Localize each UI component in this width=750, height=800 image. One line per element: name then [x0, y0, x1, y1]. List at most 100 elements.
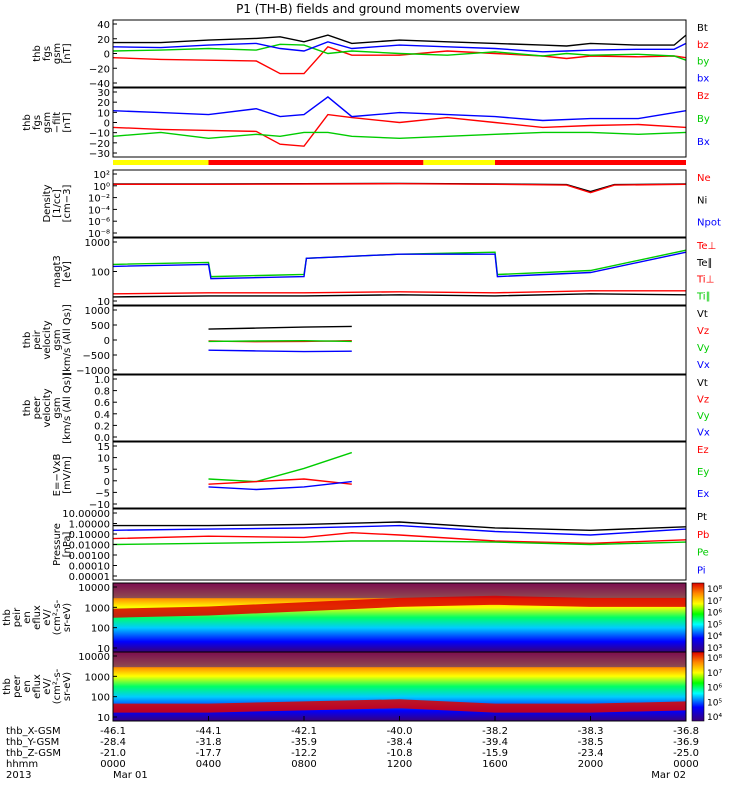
y-tick-label: 0.00001 [69, 572, 110, 583]
position-value: -15.9 [482, 748, 508, 759]
y-axis-label-line: thb [22, 400, 33, 417]
y-tick-label: 0.00100 [69, 551, 110, 562]
y-axis-label-line: (cm²-s- [52, 668, 63, 704]
position-value: -25.0 [673, 748, 699, 759]
y-tick-label: −20 [89, 64, 110, 75]
y-axis-label-line: thb [22, 114, 33, 131]
legend-bz: bz [697, 40, 709, 51]
series-vt-line [208, 325, 352, 330]
y-axis-label: thbpeerenefluxeV/(cm²-s-sr-eV) [2, 668, 73, 704]
time-tick-label: 1600 [482, 759, 507, 770]
colorbar-tick-label: 10⁴ [707, 713, 722, 723]
spectrogram-peak-ridge [113, 699, 687, 713]
colorbar-tick-label: 10⁴ [707, 632, 722, 642]
y-tick-label: 0 [104, 336, 110, 347]
series-pi-line [112, 524, 687, 536]
legend-bt: Bt [697, 23, 708, 34]
time-tick-label: 0400 [196, 759, 221, 770]
state-bar-segment [208, 160, 424, 165]
y-tick-label: −5 [95, 488, 110, 499]
y-axis-label: Pressure[nPa] [52, 523, 73, 566]
legend-ex: Ex [697, 489, 709, 500]
series-bz-line [112, 45, 687, 75]
y-axis-label-line: eV/ [42, 609, 53, 626]
y-axis-label-line: en [22, 611, 33, 624]
y-axis-label-line: peer [12, 674, 23, 698]
legend-vt: Vt [697, 378, 708, 389]
position-value: -38.5 [578, 737, 604, 748]
y-axis-label-line: magt3 [52, 255, 63, 288]
y-tick-label: 0.01000 [69, 541, 110, 552]
series-ex-line [208, 480, 352, 491]
y-tick-label: 500 [91, 321, 110, 332]
y-axis-label: thbpeirvelocitygsm[km/s (All Qs)] [22, 304, 73, 376]
position-value: -38.4 [387, 737, 413, 748]
y-tick-label: −40 [89, 79, 110, 90]
y-axis-label-line: eV/ [42, 678, 53, 695]
y-tick-label: 0.0 [94, 433, 110, 444]
y-axis-label-line: gsm [52, 329, 63, 350]
legend-ti∥: Ti∥ [696, 291, 711, 302]
state-bar-segment [495, 160, 686, 165]
position-value: -40.0 [387, 726, 413, 737]
y-axis-label-line: Density [42, 184, 53, 222]
time-tick-label: 0000 [100, 759, 125, 770]
legend-vz: Vz [697, 395, 709, 406]
series-te∥-line [112, 293, 687, 298]
spectrogram-peak-ridge [112, 595, 686, 618]
position-value: -23.4 [578, 748, 604, 759]
time-axis-row-label: hhmm [6, 759, 38, 770]
state-bar-segment [113, 160, 209, 165]
y-axis-label-line: [km/s (All Qs)] [62, 372, 73, 444]
legend-pb: Pb [697, 530, 709, 541]
colorbar-tick-label: 10³ [707, 644, 722, 654]
series-by-line [112, 43, 687, 61]
y-axis-label-line: eflux [32, 674, 43, 699]
time-tick-label: 1200 [387, 759, 412, 770]
y-tick-label: −10 [89, 500, 110, 511]
position-value: -31.8 [196, 737, 222, 748]
series-vx-line [208, 349, 352, 353]
series-bx-line [112, 41, 687, 53]
position-value: -10.8 [387, 748, 413, 759]
panel-background [113, 306, 686, 374]
y-tick-label: −20 [89, 139, 110, 150]
y-axis-label-line: [km/s (All Qs)] [62, 304, 73, 376]
y-axis-label-line: gsm [42, 112, 53, 133]
y-tick-label: 0.8 [94, 387, 110, 398]
position-value: -38.3 [578, 726, 604, 737]
series-by-line [112, 131, 687, 140]
y-axis-label-line: fgs [32, 115, 43, 130]
y-tick-label: −10 [89, 129, 110, 140]
y-axis-label-line: −filt [52, 112, 63, 133]
y-axis-label-line: sr-eV) [62, 603, 73, 632]
y-tick-label: 1.00000 [69, 520, 110, 531]
series-ti⊥-line [112, 251, 687, 280]
series-ez-line [208, 478, 352, 485]
y-axis-label-line: thb [2, 678, 13, 695]
legend-ez: Ez [697, 445, 709, 456]
position-value: -44.1 [196, 726, 222, 737]
y-axis-label-line: [nT] [62, 112, 73, 132]
legend-ni: Ni [697, 195, 707, 206]
panel-frame [112, 169, 687, 238]
y-tick-label: 15 [97, 442, 110, 453]
series-te⊥-line [112, 290, 686, 295]
legend-pi: Pi [697, 565, 706, 576]
y-tick-label: 10⁻⁴ [88, 205, 110, 216]
panel-9: 10⁸10⁷10⁶10⁵10⁴10³10000100010010thbpeire… [2, 582, 722, 655]
colorbar-tick-label: 10⁵ [707, 620, 722, 630]
y-axis-label-line: [cm−3] [62, 185, 73, 223]
y-axis-label-line: thb [32, 45, 43, 62]
colorbar: 10⁸ 10⁷ 10⁶ 10⁵ 10⁴ [691, 651, 722, 723]
legend-pt: Pt [697, 512, 707, 523]
y-axis-label-line: (cm²-s- [52, 599, 63, 635]
y-axis-label-line: gsm [52, 43, 63, 64]
legend-ne: Ne [697, 173, 711, 184]
y-tick-label: 20 [97, 98, 110, 109]
y-axis-label: thbpeervelocitygsm[km/s (All Qs)] [22, 372, 73, 444]
legend-te∥: Te∥ [696, 258, 713, 269]
